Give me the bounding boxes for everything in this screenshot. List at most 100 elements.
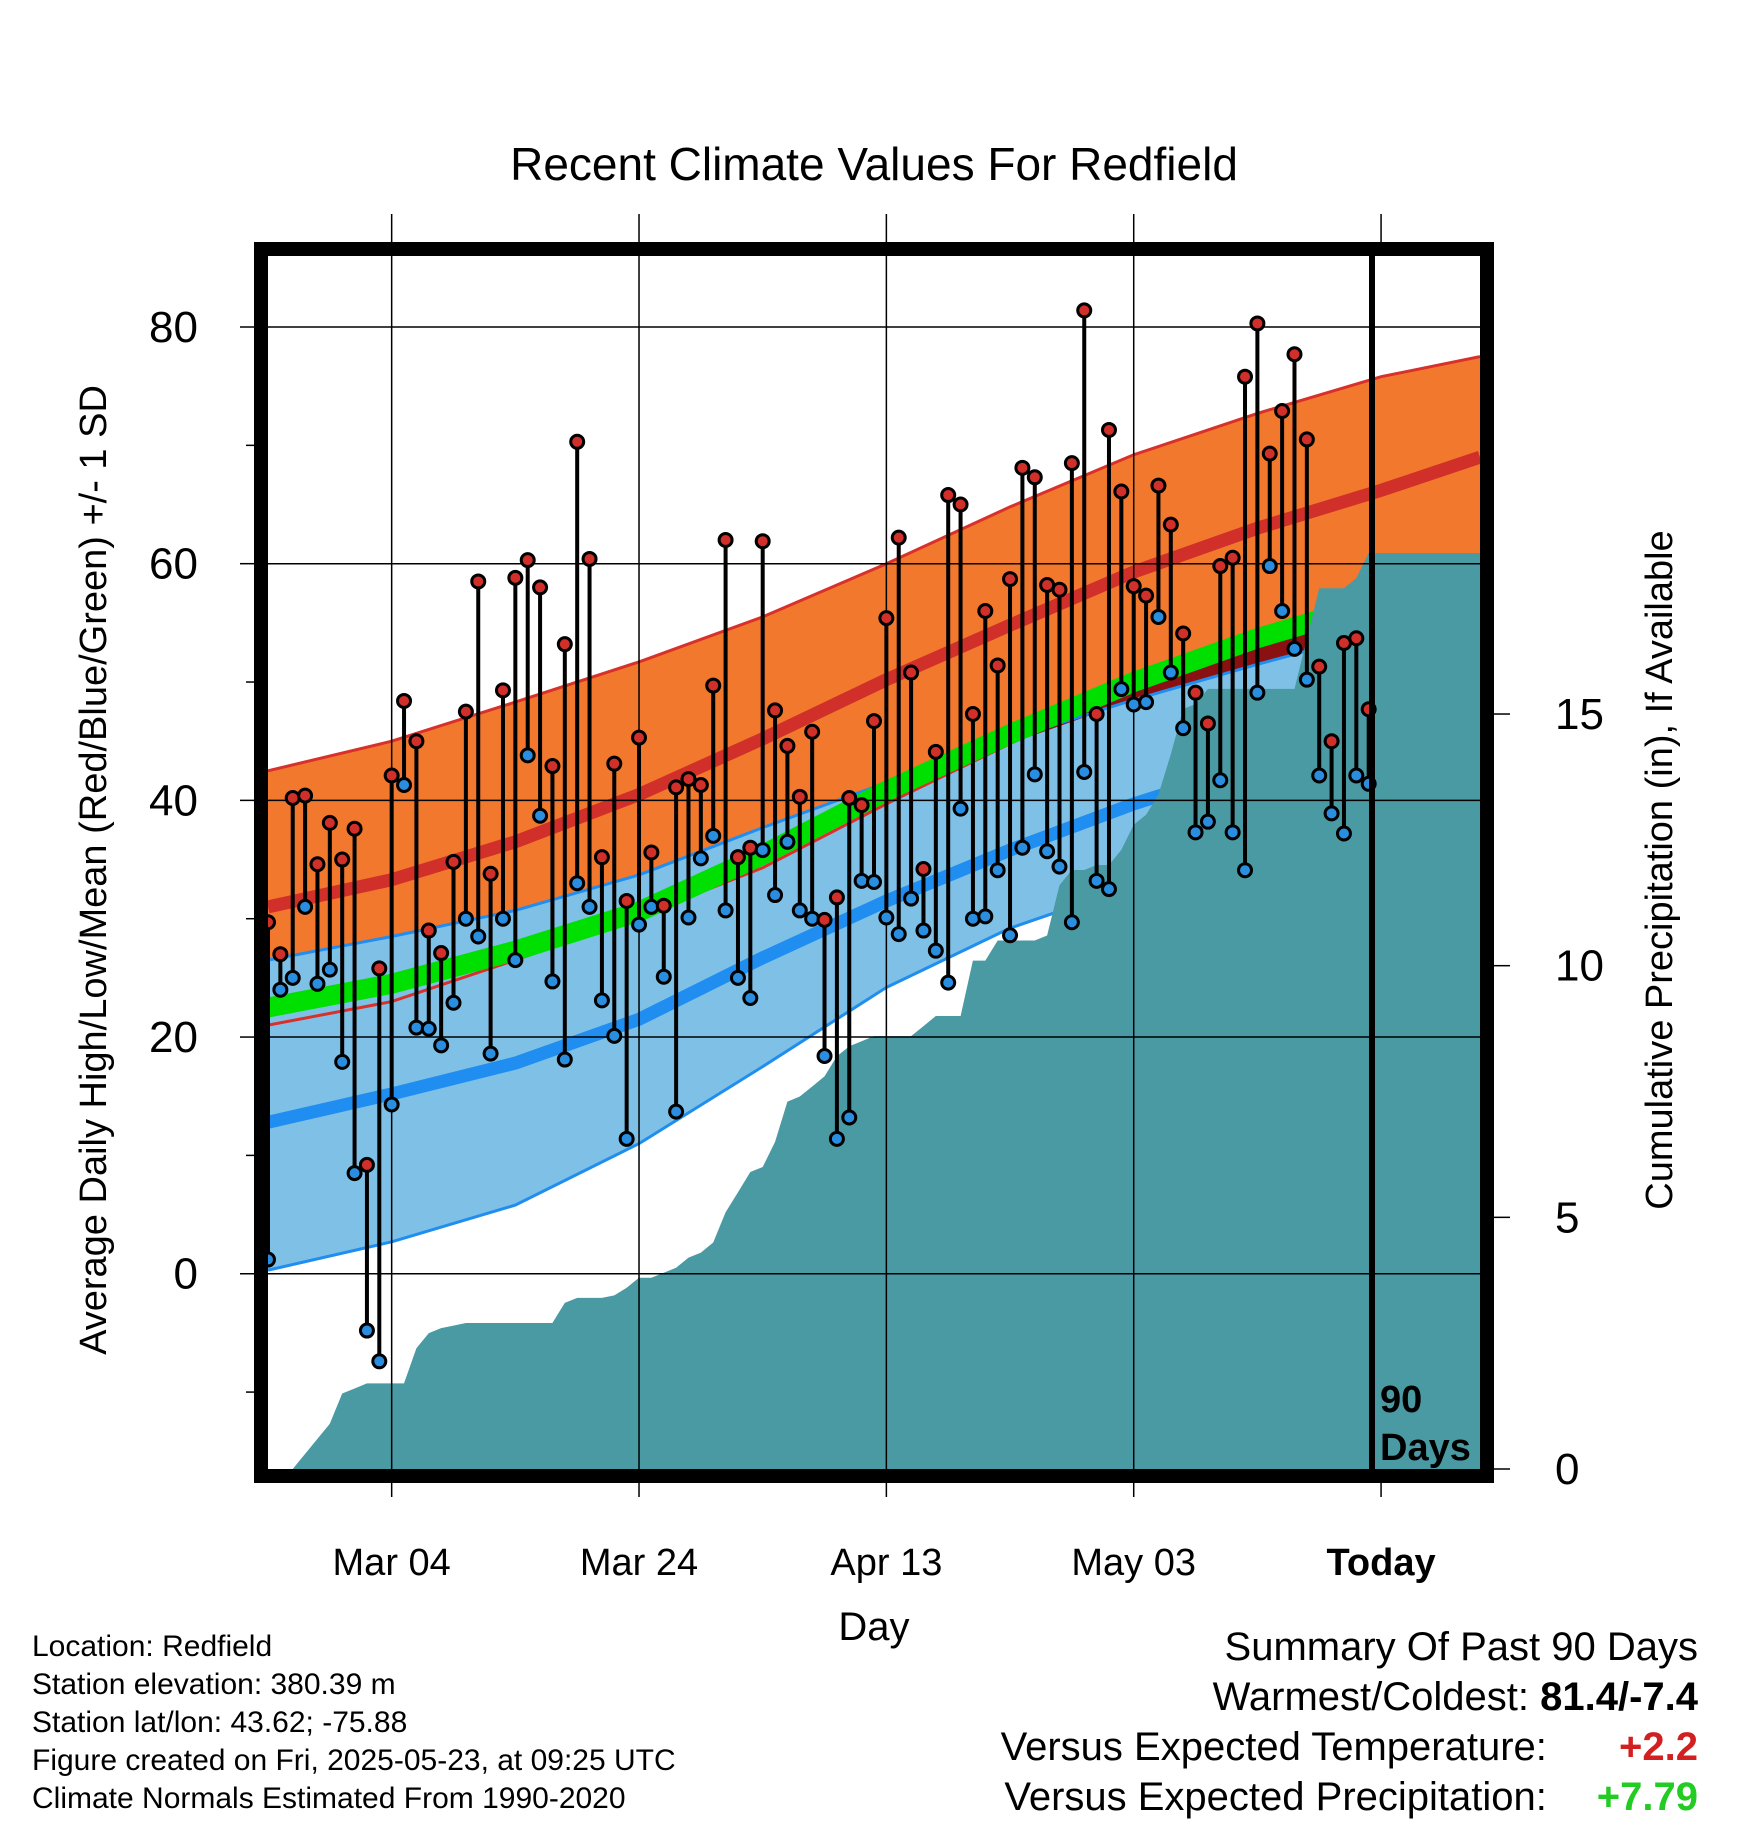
daily-high-point [1187,684,1204,701]
daily-low-point [1249,684,1266,701]
daily-high-point [655,897,672,914]
daily-high-point [1199,715,1216,732]
daily-low-point [1100,881,1117,898]
daily-low-point [1348,767,1365,784]
right-tick-label: 5 [1555,1193,1579,1242]
daily-low-point [284,969,301,986]
daily-high-point [433,945,450,962]
daily-low-point [383,1096,400,1113]
left-tick-label: 0 [174,1250,198,1299]
daily-low-point [1323,805,1340,822]
daily-low-point [890,926,907,943]
daily-low-point [1199,813,1216,830]
daily-high-point [878,610,895,627]
daily-high-point [494,682,511,699]
daily-high-point [532,579,549,596]
daily-high-point [717,532,734,549]
daily-high-point [1051,581,1068,598]
daily-low-point [1026,766,1043,783]
daily-low-point [779,833,796,850]
daily-low-point [1187,824,1204,841]
x-tick-label: May 03 [1071,1542,1196,1584]
info-normals: Climate Normals Estimated From 1990-2020 [32,1782,626,1815]
daily-high-point [309,856,326,873]
daily-low-point [680,909,697,926]
daily-low-point [866,874,882,891]
daily-high-point [927,743,944,760]
station-info: Location: Redfield Station elevation: 38… [32,1628,676,1818]
daily-high-point [482,865,499,882]
daily-low-point [754,842,771,859]
daily-low-point [1298,671,1315,688]
daily-high-point [940,487,957,504]
daily-values [268,302,1377,1370]
daily-high-point [371,960,388,977]
daily-low-point [964,910,981,927]
daily-high-point [272,946,289,963]
right-axis: 0 5 10 15 [1494,690,1604,1494]
daily-low-point [1311,767,1328,784]
daily-low-point [556,1051,573,1068]
daily-high-point [903,664,920,681]
daily-high-point [1002,571,1019,588]
x-axis-label: Day [838,1605,909,1649]
right-tick-label: 10 [1555,942,1604,991]
daily-low-point [346,1165,363,1182]
daily-low-point [420,1020,437,1037]
daily-low-point [494,910,511,927]
daily-high-point [268,914,276,931]
daily-low-point [1088,872,1105,889]
daily-high-point [1212,558,1229,575]
daily-high-point [606,755,623,772]
daily-high-point [1348,630,1365,647]
daily-low-point [828,1130,845,1147]
daily-high-point [841,790,858,807]
daily-high-point [470,573,487,590]
daily-high-point [890,529,907,546]
daily-high-point [1026,469,1043,486]
daily-low-point [841,1109,858,1126]
daily-high-point [1076,302,1093,319]
daily-high-point [519,552,536,569]
chart-title: Recent Climate Values For Redfield [510,138,1238,190]
temp-departure-value: +2.2 [1619,1725,1698,1769]
daily-low-point [519,747,536,764]
daily-high-point [1150,477,1167,494]
daily-low-point [618,1130,635,1147]
temp-departure-label: Versus Expected Temperature: [1000,1725,1547,1769]
daily-high-point [952,496,969,513]
daily-high-point [742,839,759,856]
daily-high-point [1298,431,1315,448]
daily-low-point [1002,927,1019,944]
daily-low-point [1224,824,1241,841]
daily-high-point [1175,625,1192,642]
daily-low-point [878,909,895,926]
daily-low-point [1274,603,1291,620]
daily-high-point [284,790,301,807]
x-tick-label: Today [1327,1542,1436,1584]
daily-high-point [334,851,351,868]
daily-low-point [915,922,932,939]
daily-high-point [1138,587,1155,604]
daily-low-point [631,916,648,933]
daily-high-point [321,814,338,831]
left-tick-label: 20 [149,1013,198,1062]
info-latlon: Station lat/lon: 43.62; -75.88 [32,1706,408,1739]
x-tick-label: Mar 24 [580,1542,698,1584]
daily-low-point [1039,843,1056,860]
daily-low-point [470,928,487,945]
summary-panel: Summary Of Past 90 Days Warmest/Coldest:… [1001,1622,1698,1822]
daily-high-point [915,861,932,878]
daily-low-point [297,898,314,915]
daily-low-point [268,1251,276,1268]
daily-high-point [445,853,462,870]
daily-low-point [1162,664,1179,681]
right-tick-label: 15 [1555,690,1604,739]
daily-low-point [396,776,413,793]
daily-low-point [791,902,808,919]
daily-low-point [532,807,549,824]
daily-low-point [977,908,994,925]
daily-low-point [1212,772,1229,789]
precip-departure-label: Versus Expected Precipitation: [1004,1775,1547,1819]
